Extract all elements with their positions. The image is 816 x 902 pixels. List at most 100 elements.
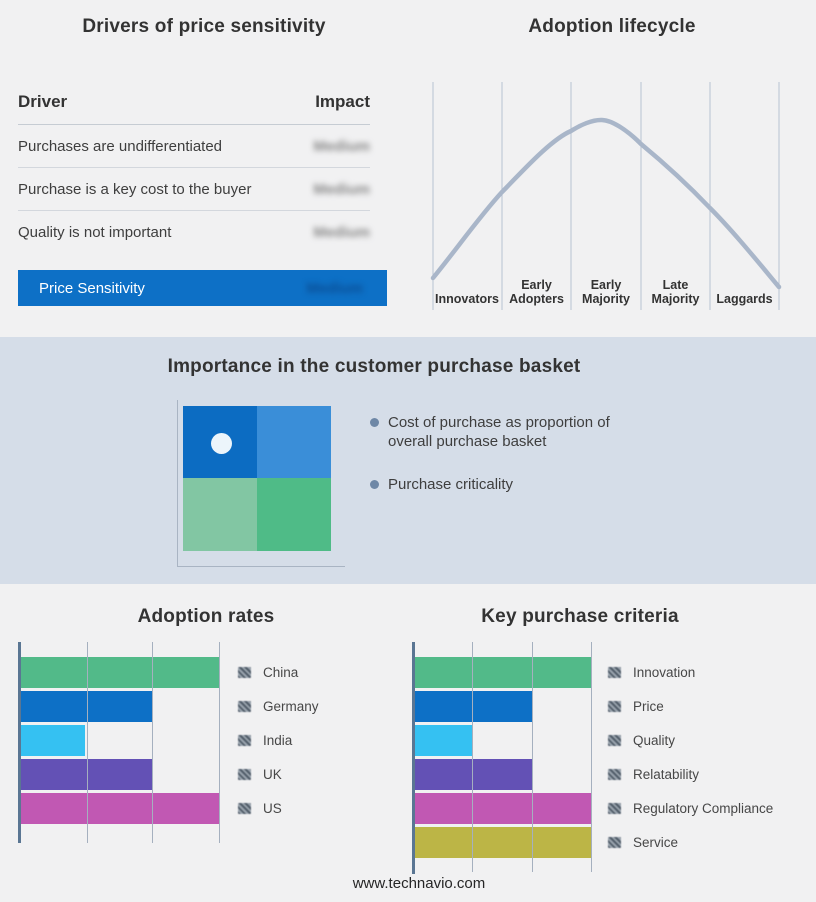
website-url: www.technavio.com: [352, 875, 486, 892]
gridline: [152, 642, 153, 843]
bullet-text: Purchase criticality: [388, 476, 514, 493]
hatched-swatch-icon: [238, 701, 251, 712]
lifecycle-panel-title: Adoption lifecycle: [528, 16, 696, 37]
legend-item: Innovation: [608, 657, 773, 688]
legend-item: Germany: [238, 691, 319, 722]
legend-label: Service: [633, 835, 679, 850]
hatched-swatch-icon: [238, 735, 251, 746]
hatched-swatch-icon: [238, 769, 251, 780]
adoption-rates-legend: China Germany India UK US: [238, 657, 319, 827]
gridline: [591, 642, 592, 872]
bar-regulatory-compliance: [412, 793, 592, 824]
bar-quality: [412, 725, 472, 756]
bar-innovation: [412, 657, 592, 688]
price-sensitivity-impact-obscured: Medium: [306, 279, 363, 297]
legend-item: India: [238, 725, 319, 756]
impact-column-header: Impact: [315, 92, 370, 111]
table-row: Purchases are undifferentiated Medium: [18, 125, 370, 168]
table-row: Quality is not important Medium: [18, 211, 370, 254]
lifecycle-gridlines: [432, 82, 780, 310]
legend-item: Relatability: [608, 759, 773, 790]
key-purchase-criteria-title: Key purchase criteria: [481, 606, 679, 627]
hatched-swatch-icon: [608, 803, 621, 814]
bar-group: [412, 657, 592, 861]
basket-panel-title: Importance in the customer purchase bask…: [167, 356, 581, 377]
legend-item: UK: [238, 759, 319, 790]
bell-curve: [430, 117, 782, 290]
driver-cell: Quality is not important: [18, 224, 172, 241]
legend-label: Innovation: [633, 665, 696, 680]
driver-cell: Purchase is a key cost to the buyer: [18, 180, 252, 198]
driver-cell: Purchases are undifferentiated: [18, 137, 223, 155]
driver-column-header: Driver: [18, 92, 68, 111]
purchase-basket-quadrant: [183, 406, 331, 551]
hatched-swatch-icon: [238, 667, 251, 678]
price-sensitivity-label: Price Sensitivity: [39, 279, 145, 297]
key-purchase-criteria-legend: Innovation Price Quality Relatability Re…: [608, 657, 773, 861]
price-sensitivity-summary-row: Price Sensitivity Medium: [18, 270, 387, 306]
table-row: Purchase is a key cost to the buyer Medi…: [18, 168, 370, 211]
gridline: [532, 642, 533, 872]
quadrant-cell-bottom-left: [183, 478, 257, 551]
hatched-swatch-icon: [608, 837, 621, 848]
bullet-icon: [370, 418, 379, 427]
y-axis-line: [18, 642, 21, 843]
bar-group: [18, 657, 220, 827]
bar-india: [18, 725, 86, 756]
gridline: [219, 642, 220, 843]
bullet-text: Cost of purchase as proportion of overal…: [388, 414, 610, 450]
quadrant-cell-top-left: [183, 406, 257, 478]
basket-bullet-list: Cost of purchase as proportion of overal…: [370, 413, 632, 518]
adoption-lifecycle-chart: [430, 82, 782, 310]
legend-label: Relatability: [633, 767, 700, 782]
legend-label: US: [263, 801, 282, 816]
legend-item: Service: [608, 827, 773, 858]
legend-label: Germany: [263, 699, 319, 714]
position-marker-dot: [211, 433, 232, 454]
stage-label-laggards: Laggards: [716, 292, 773, 306]
quadrant-cell-bottom-right: [257, 478, 331, 551]
stage-label-innovators: Innovators: [435, 292, 499, 306]
legend-item: Price: [608, 691, 773, 722]
legend-item: Quality: [608, 725, 773, 756]
list-item: Cost of purchase as proportion of overal…: [370, 413, 632, 451]
stage-label-early-majority: Early Majority: [582, 278, 630, 306]
impact-cell-obscured: Medium: [313, 180, 370, 198]
bar-uk: [18, 759, 153, 790]
key-purchase-criteria-chart: [412, 642, 592, 874]
bar-service: [412, 827, 592, 858]
drivers-table: Driver Impact Purchases are undifferenti…: [18, 92, 370, 254]
legend-item: Regulatory Compliance: [608, 793, 773, 824]
stage-label-early-adopters: Early Adopters: [509, 278, 564, 306]
legend-label: UK: [263, 767, 282, 782]
quadrant-y-axis: [177, 400, 178, 567]
hatched-swatch-icon: [608, 769, 621, 780]
hatched-swatch-icon: [608, 701, 621, 712]
legend-label: India: [263, 733, 293, 748]
drivers-table-header: Driver Impact: [18, 92, 370, 125]
impact-cell-obscured: Medium: [313, 137, 370, 155]
quadrant-x-axis: [177, 566, 345, 567]
bar-germany: [18, 691, 153, 722]
legend-item: China: [238, 657, 319, 688]
stage-label-late-majority: Late Majority: [651, 278, 700, 306]
legend-item: US: [238, 793, 319, 824]
gridline: [472, 642, 473, 872]
adoption-rates-title: Adoption rates: [137, 606, 275, 627]
gridline: [87, 642, 88, 843]
bar-china: [18, 657, 220, 688]
impact-cell-obscured: Medium: [313, 224, 370, 241]
hatched-swatch-icon: [608, 735, 621, 746]
legend-label: Regulatory Compliance: [633, 801, 774, 816]
hatched-swatch-icon: [608, 667, 621, 678]
bar-us: [18, 793, 220, 824]
bullet-icon: [370, 480, 379, 489]
list-item: Purchase criticality: [370, 475, 632, 494]
legend-label: Price: [633, 699, 664, 714]
drivers-panel-title: Drivers of price sensitivity: [82, 16, 326, 37]
purchase-basket-band: [0, 337, 816, 584]
adoption-rates-chart: [18, 642, 220, 843]
legend-label: Quality: [633, 733, 676, 748]
hatched-swatch-icon: [238, 803, 251, 814]
